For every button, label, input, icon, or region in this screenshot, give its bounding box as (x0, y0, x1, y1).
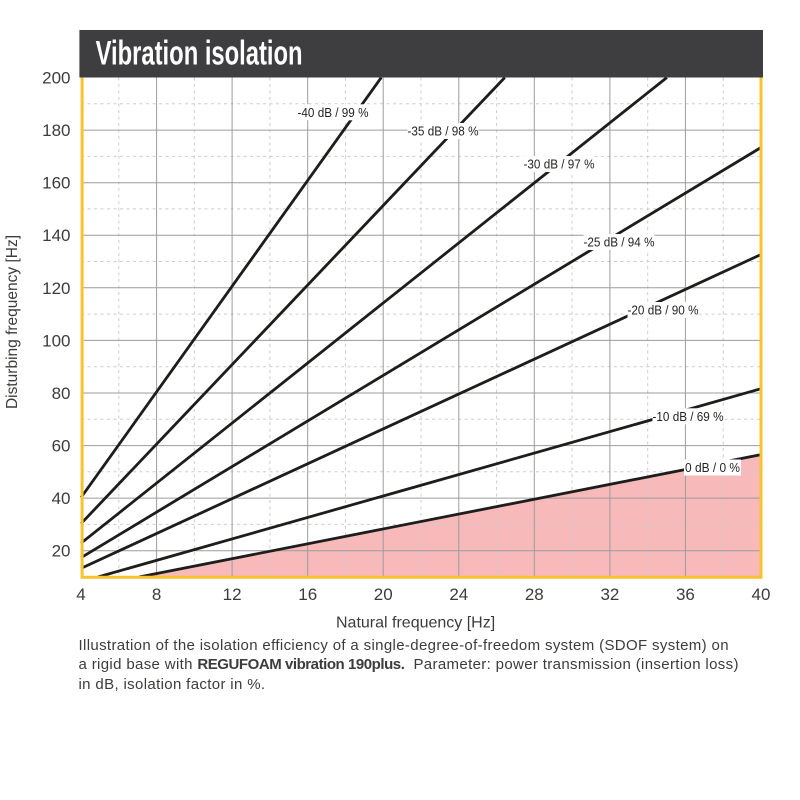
svg-text:200: 200 (42, 69, 70, 88)
svg-text:-10 dB / 69 %: -10 dB / 69 % (653, 409, 724, 424)
svg-text:0 dB / 0 %: 0 dB / 0 % (685, 460, 740, 475)
svg-text:40: 40 (752, 585, 771, 604)
svg-text:-35 dB / 98 %: -35 dB / 98 % (408, 124, 479, 139)
svg-text:Vibration isolation: Vibration isolation (96, 35, 303, 73)
svg-text:4: 4 (76, 585, 85, 604)
svg-text:16: 16 (298, 585, 317, 604)
svg-text:28: 28 (525, 585, 544, 604)
svg-text:-30 dB / 97 %: -30 dB / 97 % (524, 157, 595, 172)
svg-text:80: 80 (52, 384, 71, 403)
svg-text:60: 60 (52, 437, 71, 456)
svg-text:-25 dB / 94 %: -25 dB / 94 % (584, 235, 655, 250)
svg-text:Disturbing frequency [Hz]: Disturbing frequency [Hz] (4, 235, 21, 409)
svg-text:20: 20 (52, 542, 71, 561)
svg-text:120: 120 (42, 279, 70, 298)
svg-text:24: 24 (449, 585, 468, 604)
svg-text:-20 dB / 90 %: -20 dB / 90 % (628, 303, 699, 318)
svg-text:32: 32 (600, 585, 619, 604)
svg-text:140: 140 (42, 226, 70, 245)
svg-text:180: 180 (42, 121, 70, 140)
svg-text:Natural frequency [Hz]: Natural frequency [Hz] (336, 615, 495, 632)
svg-text:20: 20 (374, 585, 393, 604)
svg-text:40: 40 (52, 489, 71, 508)
svg-text:12: 12 (223, 585, 242, 604)
svg-text:36: 36 (676, 585, 695, 604)
svg-text:8: 8 (152, 585, 161, 604)
svg-text:-40 dB / 99 %: -40 dB / 99 % (298, 105, 369, 120)
svg-text:100: 100 (42, 331, 70, 350)
svg-text:160: 160 (42, 174, 70, 193)
